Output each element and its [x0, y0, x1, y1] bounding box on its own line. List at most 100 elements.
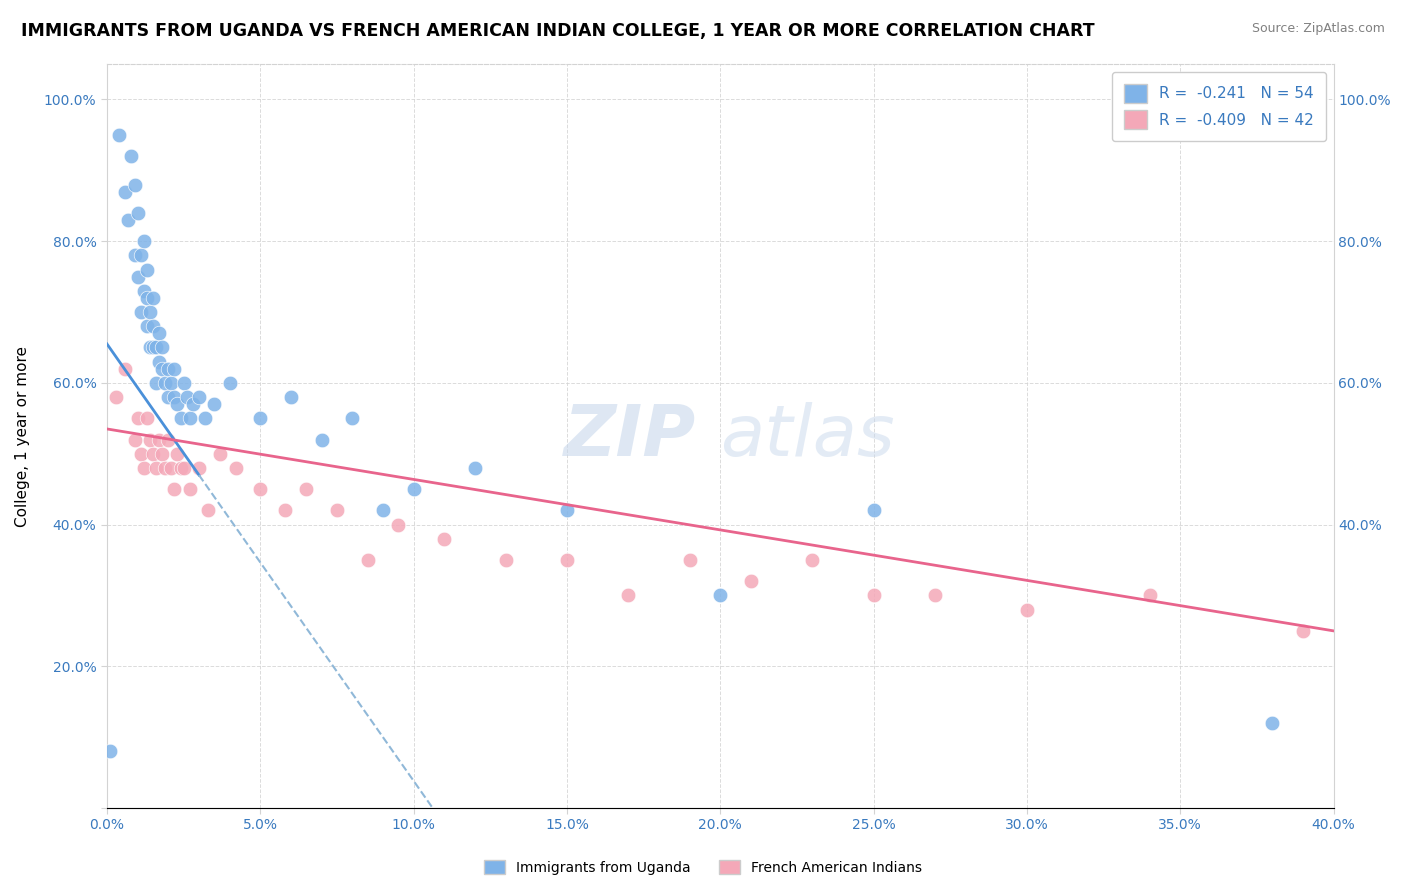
- Point: [127, 269, 149, 284]
- Point: [153, 376, 176, 390]
- Point: [135, 262, 157, 277]
- Point: [555, 503, 578, 517]
- Point: [249, 411, 271, 425]
- Point: [740, 574, 762, 589]
- Point: [142, 341, 165, 355]
- Point: [148, 326, 170, 341]
- Text: ZIP: ZIP: [564, 401, 696, 470]
- Point: [135, 319, 157, 334]
- Point: [132, 234, 155, 248]
- Point: [142, 291, 165, 305]
- Point: [150, 361, 173, 376]
- Text: IMMIGRANTS FROM UGANDA VS FRENCH AMERICAN INDIAN COLLEGE, 1 YEAR OR MORE CORRELA: IMMIGRANTS FROM UGANDA VS FRENCH AMERICA…: [21, 22, 1095, 40]
- Point: [157, 361, 180, 376]
- Point: [145, 341, 167, 355]
- Point: [148, 354, 170, 368]
- Point: [163, 482, 186, 496]
- Point: [1292, 624, 1315, 638]
- Point: [342, 411, 364, 425]
- Legend: R =  -0.241   N = 54, R =  -0.409   N = 42: R = -0.241 N = 54, R = -0.409 N = 42: [1112, 71, 1326, 141]
- Point: [187, 390, 209, 404]
- Point: [801, 553, 824, 567]
- Point: [179, 482, 201, 496]
- Point: [187, 461, 209, 475]
- Point: [176, 390, 198, 404]
- Point: [709, 589, 731, 603]
- Point: [280, 390, 302, 404]
- Text: atlas: atlas: [720, 401, 894, 470]
- Point: [114, 185, 136, 199]
- Point: [166, 397, 188, 411]
- Legend: Immigrants from Uganda, French American Indians: Immigrants from Uganda, French American …: [479, 855, 927, 880]
- Point: [924, 589, 946, 603]
- Point: [464, 461, 486, 475]
- Point: [127, 411, 149, 425]
- Point: [356, 553, 378, 567]
- Point: [169, 461, 191, 475]
- Point: [148, 433, 170, 447]
- Point: [132, 461, 155, 475]
- Point: [139, 341, 162, 355]
- Point: [105, 390, 128, 404]
- Point: [150, 447, 173, 461]
- Point: [153, 461, 176, 475]
- Point: [132, 284, 155, 298]
- Point: [160, 461, 183, 475]
- Point: [157, 433, 180, 447]
- Point: [135, 411, 157, 425]
- Point: [194, 411, 217, 425]
- Point: [117, 213, 139, 227]
- Point: [555, 553, 578, 567]
- Point: [179, 411, 201, 425]
- Point: [249, 482, 271, 496]
- Point: [163, 390, 186, 404]
- Point: [678, 553, 700, 567]
- Point: [495, 553, 517, 567]
- Point: [150, 341, 173, 355]
- Point: [1015, 602, 1038, 616]
- Point: [145, 461, 167, 475]
- Point: [124, 248, 146, 262]
- Point: [98, 744, 121, 758]
- Point: [617, 589, 640, 603]
- Point: [433, 532, 456, 546]
- Point: [295, 482, 318, 496]
- Point: [166, 447, 188, 461]
- Point: [387, 517, 409, 532]
- Point: [311, 433, 333, 447]
- Point: [124, 178, 146, 192]
- Point: [142, 319, 165, 334]
- Point: [218, 376, 240, 390]
- Point: [129, 447, 152, 461]
- Point: [163, 361, 186, 376]
- Point: [197, 503, 219, 517]
- Point: [181, 397, 204, 411]
- Point: [209, 447, 232, 461]
- Point: [139, 433, 162, 447]
- Point: [1139, 589, 1161, 603]
- Point: [169, 411, 191, 425]
- Point: [173, 461, 195, 475]
- Point: [371, 503, 394, 517]
- Point: [114, 361, 136, 376]
- Point: [274, 503, 297, 517]
- Point: [326, 503, 349, 517]
- Y-axis label: College, 1 year or more: College, 1 year or more: [15, 345, 30, 526]
- Point: [862, 589, 884, 603]
- Point: [121, 149, 143, 163]
- Text: Source: ZipAtlas.com: Source: ZipAtlas.com: [1251, 22, 1385, 36]
- Point: [139, 305, 162, 319]
- Point: [225, 461, 247, 475]
- Point: [202, 397, 225, 411]
- Point: [1261, 715, 1284, 730]
- Point: [160, 376, 183, 390]
- Point: [862, 503, 884, 517]
- Point: [157, 390, 180, 404]
- Point: [129, 305, 152, 319]
- Point: [402, 482, 425, 496]
- Point: [127, 206, 149, 220]
- Point: [142, 447, 165, 461]
- Point: [108, 128, 131, 142]
- Point: [124, 433, 146, 447]
- Point: [145, 376, 167, 390]
